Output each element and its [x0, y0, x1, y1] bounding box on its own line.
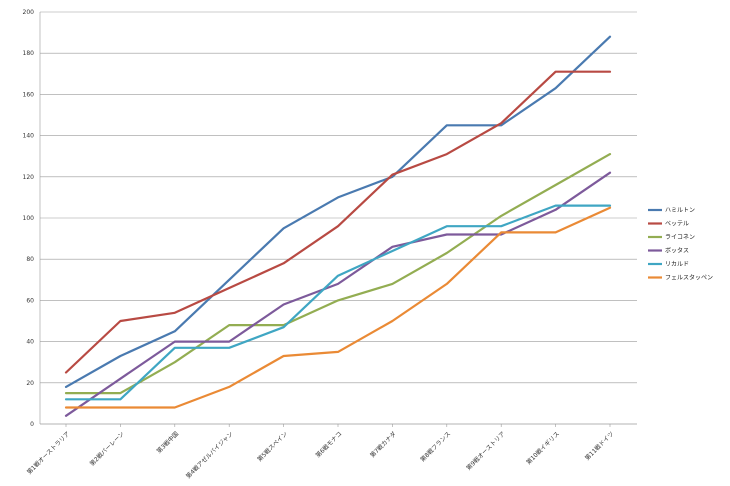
y-tick-label: 80: [26, 256, 34, 263]
y-tick-label: 20: [26, 380, 34, 387]
x-tick-label: 第9戦オーストリア: [465, 430, 507, 472]
y-tick-label: 200: [23, 9, 35, 16]
series-line-3: [64, 171, 612, 417]
series-line-2: [64, 153, 612, 395]
legend-label: ハミルトン: [665, 207, 695, 214]
legend-label: フェルスタッペン: [665, 274, 713, 282]
x-tick-label: 第4戦アゼルバイジャン: [184, 430, 234, 480]
series-line-1: [64, 70, 612, 374]
series-lines: [64, 35, 612, 417]
x-tick-label: 第1戦オーストラリア: [25, 430, 71, 476]
y-tick-label: 100: [23, 215, 35, 222]
x-tick-label: 第11戦ドイツ: [583, 430, 615, 462]
x-tick-label: 第5戦スペイン: [255, 430, 289, 464]
series-line-5: [64, 206, 612, 409]
y-tick-label: 0: [30, 421, 34, 428]
series-line-4: [64, 204, 612, 401]
x-tick-label: 第7戦カナダ: [368, 430, 398, 460]
legend-label: リカルド: [665, 261, 689, 268]
y-tick-label: 140: [23, 133, 35, 140]
x-tick-label: 第10戦イギリス: [524, 430, 561, 467]
x-tick-label: 第8戦フランス: [418, 430, 452, 464]
y-tick-label: 40: [26, 339, 34, 346]
x-tick-label: 第6戦モナコ: [314, 430, 344, 460]
y-tick-label: 120: [23, 174, 35, 181]
y-tick-label: 180: [23, 50, 35, 57]
legend-label: ベッテル: [665, 221, 689, 228]
x-tick-label: 第2戦バーレーン: [88, 430, 126, 468]
gridlines: [40, 11, 637, 425]
y-tick-label: 160: [23, 91, 35, 98]
x-tick-label: 第3戦中国: [155, 430, 180, 455]
legend-label: ライコネン: [665, 234, 695, 241]
series-line-0: [64, 35, 612, 388]
y-tick-label: 60: [26, 297, 34, 304]
axes: 0 20 40 60 80 100 120 140 160 180 200 第1戦オーストラリア 第2戦…: [23, 9, 637, 480]
legend-label: ボッタス: [665, 247, 689, 255]
